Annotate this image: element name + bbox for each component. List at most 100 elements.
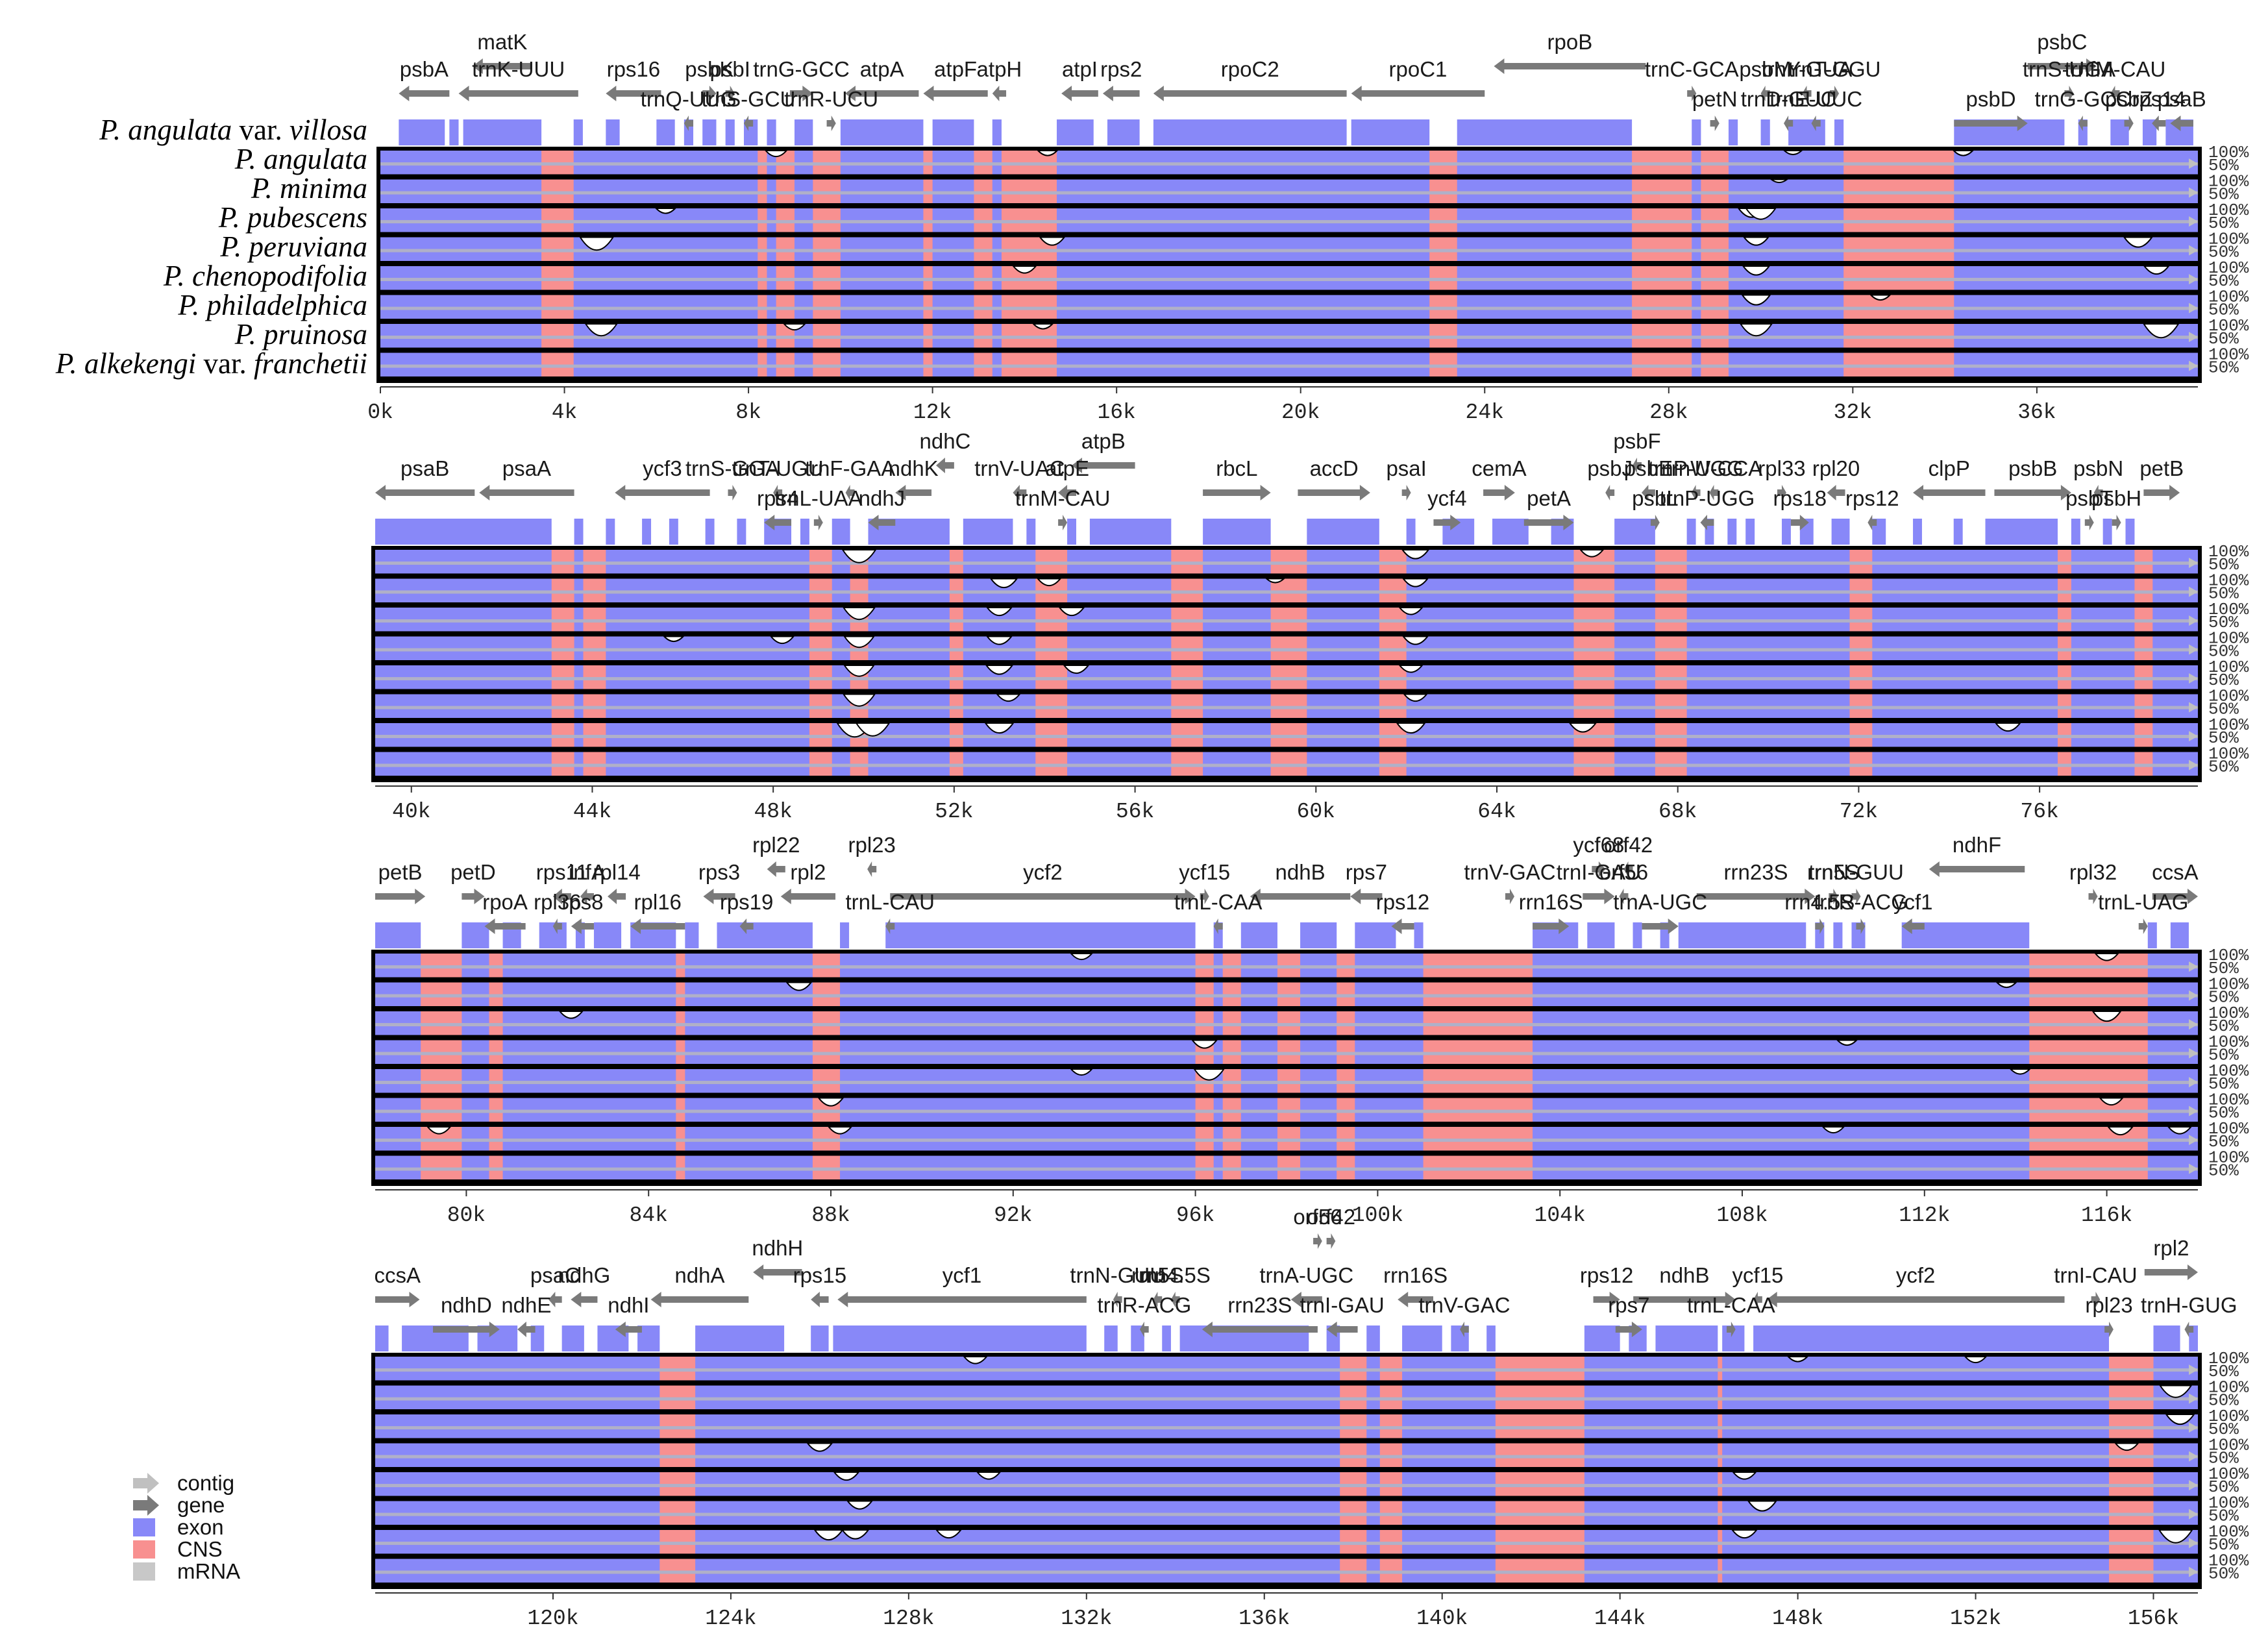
- x-tick-label: 16k: [1097, 401, 1135, 425]
- identity-dip: [1069, 953, 1094, 961]
- gene-label: trnR-UCU: [784, 87, 878, 111]
- gene-label: psbH: [2091, 486, 2141, 510]
- species-genus: P. angulata: [234, 143, 367, 175]
- gene-arrow: [2112, 515, 2121, 530]
- x-tick-label: 0k: [367, 401, 393, 425]
- gene-label: orf56: [1293, 1205, 1342, 1229]
- exon-annotation: [1057, 119, 1094, 145]
- gene-label: rpoB: [1547, 30, 1593, 54]
- species-genus: P. alkekengi: [55, 347, 197, 380]
- identity-dip: [846, 1500, 874, 1510]
- identity-dip: [841, 1529, 870, 1540]
- identity-dip: [2123, 236, 2154, 248]
- percent-label: 50%: [2208, 584, 2239, 604]
- gene-label: rpl33: [1758, 456, 1805, 480]
- gene-label: trnR-ACG: [1814, 890, 1908, 914]
- identity-dip: [1964, 1356, 1988, 1364]
- gene-label: trnS-GCU: [702, 87, 796, 111]
- gene-label: atpI: [1062, 57, 1098, 81]
- identity-dip: [827, 1126, 853, 1135]
- gene-label: ndhB: [1659, 1263, 1709, 1287]
- legend-label: CNS: [177, 1537, 223, 1561]
- percent-label: 50%: [2208, 671, 2239, 690]
- midline: [375, 1455, 2198, 1459]
- gene-label: rps7: [1346, 860, 1387, 884]
- identity-dip: [1039, 236, 1066, 246]
- gene-arrow: [1784, 116, 1793, 131]
- identity-dip: [1063, 665, 1090, 674]
- exon-annotation: [1414, 922, 1424, 948]
- x-tick-label: 44k: [573, 800, 611, 824]
- gene-label: ndhK: [889, 456, 939, 480]
- identity-dip: [843, 665, 876, 677]
- midline: [375, 1167, 2198, 1171]
- gene-arrow: [1954, 116, 2028, 131]
- gene-label: ndhA: [674, 1263, 724, 1287]
- gene-arrow: [1505, 889, 1514, 904]
- cns-swatch: [133, 1540, 155, 1559]
- species-genus: P. peruviana: [219, 230, 367, 263]
- identity-dip: [1994, 722, 2022, 732]
- gene-arrow: [2084, 515, 2094, 530]
- exon-annotation: [1833, 922, 1843, 948]
- percent-label: 50%: [2208, 988, 2239, 1007]
- exon-annotation: [656, 119, 675, 145]
- percent-label: 100%: [2208, 1119, 2249, 1139]
- gene-label: petD: [450, 860, 496, 884]
- identity-dip: [963, 1356, 988, 1364]
- percent-label: 100%: [2208, 1349, 2249, 1368]
- contig-arrow: [2189, 1019, 2198, 1030]
- exon-annotation: [539, 922, 567, 948]
- gene-arrow: [1790, 515, 1809, 530]
- gene-label: rps12: [1845, 486, 1899, 510]
- exon-annotation: [2142, 119, 2157, 145]
- x-tick-label: 24k: [1466, 401, 1504, 425]
- gene-label: trnL-CAA: [1174, 890, 1263, 914]
- identity-dip: [842, 693, 876, 707]
- exon-annotation: [702, 119, 717, 145]
- gene-label: rpl16: [634, 890, 682, 914]
- exon-annotation: [737, 519, 746, 545]
- gene-label: psaI: [1386, 456, 1426, 480]
- alignment-panel: ndhC atpB psbF psaB psaA ycf3 trnS-GGAtrnT-UGU…: [371, 429, 2249, 824]
- x-tick-label: 80k: [447, 1203, 486, 1227]
- midline: [380, 220, 2198, 224]
- gene-arrow: [789, 86, 813, 101]
- identity-dip: [1782, 150, 1804, 156]
- gene-label: matK: [477, 30, 527, 54]
- exon-annotation: [811, 1325, 829, 1351]
- percent-label: 100%: [2208, 230, 2249, 249]
- gene-arrow: [2144, 1264, 2198, 1280]
- gene-arrow: [2152, 116, 2166, 131]
- gene-arrow: [1583, 889, 1615, 904]
- identity-dip: [841, 549, 877, 563]
- percent-label: 50%: [2208, 1477, 2239, 1497]
- gene-arrow: [1929, 861, 2025, 877]
- percent-label: 100%: [2208, 1004, 2249, 1023]
- gene-arrow: [1867, 515, 1877, 530]
- midline: [375, 994, 2198, 998]
- gene-label: psbB: [2008, 456, 2057, 480]
- legend-label: contig: [177, 1471, 234, 1495]
- gene-arrow: [552, 918, 562, 934]
- midline: [375, 1542, 2198, 1546]
- exon-annotation: [885, 922, 1196, 948]
- exon-annotation: [1203, 519, 1271, 545]
- percent-label: 100%: [2208, 201, 2249, 220]
- identity-dip: [985, 607, 1013, 617]
- contig-swatch: [133, 1473, 159, 1494]
- gene-label: trnA-UGC: [1613, 890, 1707, 914]
- percent-label: 100%: [2208, 571, 2249, 591]
- gene-arrow: [890, 889, 1196, 904]
- gene-label: atpB: [1081, 429, 1126, 453]
- gene-arrow: [845, 485, 855, 500]
- exon-annotation: [1633, 922, 1642, 948]
- gene-arrow: [1433, 515, 1461, 530]
- percent-label: 50%: [2208, 1391, 2239, 1411]
- exon-annotation: [1240, 922, 1277, 948]
- midline: [380, 191, 2198, 195]
- gene-arrow: [753, 1264, 802, 1280]
- gene-arrow: [1710, 116, 1719, 131]
- exon-annotation: [1745, 519, 1755, 545]
- gene-label: trnM-CAU: [1015, 486, 1111, 510]
